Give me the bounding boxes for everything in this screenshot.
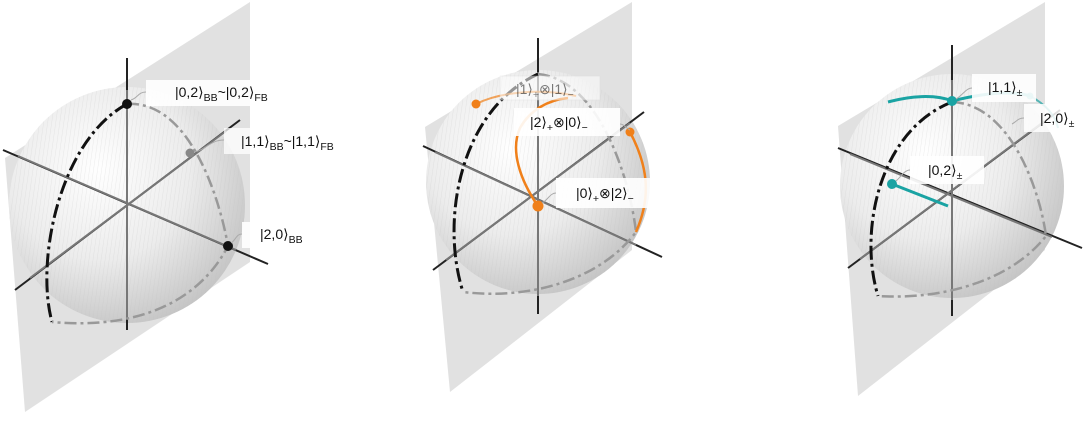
label-box-c xyxy=(910,156,984,184)
label-box-a xyxy=(146,80,280,106)
label-pointer-c xyxy=(230,233,243,244)
state-point-c xyxy=(532,200,544,212)
meridian-back xyxy=(462,72,638,295)
label-box-a xyxy=(972,74,1036,102)
state-point-a xyxy=(122,99,132,109)
label-a: |0,2⟩BB~|0,2⟩FB xyxy=(175,84,268,104)
label-box-a xyxy=(499,75,601,101)
label-a: |1⟩+⊗|1⟩− xyxy=(516,81,574,101)
state-point-c xyxy=(887,179,897,189)
label-c: |0,2⟩± xyxy=(928,162,963,182)
panel-2: |1⟩+⊗|1⟩− |2⟩+⊗|0⟩− |0⟩+⊗|2⟩− xyxy=(422,2,663,392)
label-b: |2⟩+⊗|0⟩− xyxy=(530,114,588,134)
label-b: |2,0⟩± xyxy=(1040,110,1075,130)
label-c: |2,0⟩BB xyxy=(260,226,303,246)
x-axis xyxy=(837,147,1083,249)
label-c: |0⟩+⊗|2⟩− xyxy=(576,185,634,205)
label-box-c xyxy=(242,222,312,248)
panel-3: |1,1⟩± |2,0⟩± |0,2⟩± xyxy=(837,2,1086,396)
x-axis-inner xyxy=(434,151,637,246)
label-box-c xyxy=(556,178,650,208)
label-pointer-a xyxy=(955,87,973,100)
meridian-front xyxy=(45,102,128,323)
meridian-front xyxy=(869,100,953,297)
label-pointer-b xyxy=(619,123,631,131)
state-trajectory-left xyxy=(891,182,949,208)
state-point-c xyxy=(223,241,233,251)
state-point-b xyxy=(185,148,195,158)
label-pointer-c xyxy=(541,192,557,204)
label-box-b xyxy=(224,128,346,154)
state-point-b xyxy=(625,127,635,137)
panel-1: |0,2⟩BB~|0,2⟩FB |1,1⟩BB~|1,1⟩FB |2,0⟩BB xyxy=(2,2,346,412)
label-b: |1,1⟩BB~|1,1⟩FB xyxy=(241,133,334,153)
label-pointer-a xyxy=(130,91,147,101)
label-a: |1,1⟩± xyxy=(988,79,1023,99)
state-point-a xyxy=(947,96,957,106)
label-box-b xyxy=(514,108,620,136)
label-pointer-c xyxy=(895,169,911,182)
state-point-a xyxy=(471,99,481,109)
label-pointer-b xyxy=(193,139,225,153)
meridian-back xyxy=(877,100,1048,298)
label-pointer-b xyxy=(1011,117,1025,125)
label-box-b xyxy=(1024,104,1086,132)
